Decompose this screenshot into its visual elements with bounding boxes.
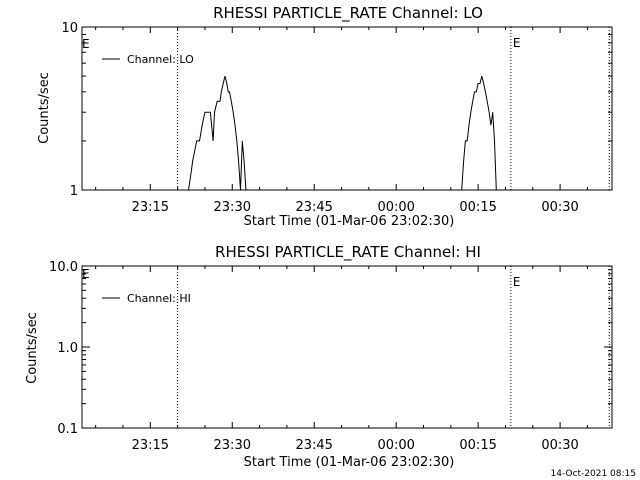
y-tick-label-hi-1: 1.0 (57, 341, 78, 356)
panel-lo: RHESSI PARTICLE_RATE Channel: LO 23:15 23… (37, 4, 613, 229)
footer-timestamp: 14-Oct-2021 08:15 (551, 469, 636, 479)
x-tick-label-lo-4: 00:15 (459, 200, 496, 215)
x-tick-label-hi-4: 00:15 (459, 438, 496, 453)
edge-marker-lo: E (82, 37, 90, 51)
panel-hi: RHESSI PARTICLE_RATE Channel: HI 23:15 23… (25, 243, 613, 470)
y-tick-label-lo-1: 1 (70, 184, 78, 199)
chart-title-lo: RHESSI PARTICLE_RATE Channel: LO (213, 4, 483, 23)
y-axis-label-lo: Counts/sec (37, 72, 52, 144)
x-tick-label-lo-1: 23:30 (214, 200, 251, 215)
x-tick-label-hi-0: 23:15 (132, 438, 169, 453)
event-lines-hi: E (177, 266, 610, 428)
axes-lo: 23:15 23:30 23:45 00:00 00:15 00:30 10 1 (61, 21, 612, 215)
series-line-lo-0-1 (461, 75, 497, 191)
plot-frame-lo (81, 26, 613, 191)
legend-label-lo: Channel: LO (127, 53, 194, 66)
y-tick-label-hi-0: 10.0 (49, 260, 78, 275)
x-axis-label-lo: Start Time (01-Mar-06 23:02:30) (244, 214, 455, 229)
chart-title-hi: RHESSI PARTICLE_RATE Channel: HI (215, 243, 481, 262)
event-line-label-lo-1: E (513, 36, 521, 50)
x-axis-label-hi: Start Time (01-Mar-06 23:02:30) (244, 455, 455, 470)
x-tick-label-hi-2: 23:45 (295, 438, 332, 453)
series-line-lo-0-0 (188, 75, 247, 191)
legend-label-hi: Channel: HI (127, 292, 191, 305)
x-tick-label-lo-5: 00:30 (541, 200, 578, 215)
legend-lo: Channel: LO (102, 53, 194, 66)
y-axis-label-hi: Counts/sec (25, 312, 40, 384)
edge-marker-hi: E (82, 267, 90, 281)
x-tick-label-hi-1: 23:30 (214, 438, 251, 453)
event-line-label-hi-1: E (513, 275, 521, 289)
event-lines-lo: E (177, 27, 610, 190)
x-tick-label-lo-0: 23:15 (132, 200, 169, 215)
legend-hi: Channel: HI (102, 292, 191, 305)
axes-hi: 23:15 23:30 23:45 00:00 00:15 00:30 10.0 1.0 0.1 (49, 260, 612, 453)
plot-frame-hi (81, 265, 613, 429)
x-tick-label-hi-3: 00:00 (377, 438, 414, 453)
y-tick-label-lo-0: 10 (61, 21, 78, 36)
series-lo (188, 75, 497, 191)
x-tick-label-lo-3: 00:00 (377, 200, 414, 215)
x-tick-label-lo-2: 23:45 (295, 200, 332, 215)
x-tick-label-hi-5: 00:30 (541, 438, 578, 453)
y-tick-label-hi-2: 0.1 (57, 422, 78, 437)
